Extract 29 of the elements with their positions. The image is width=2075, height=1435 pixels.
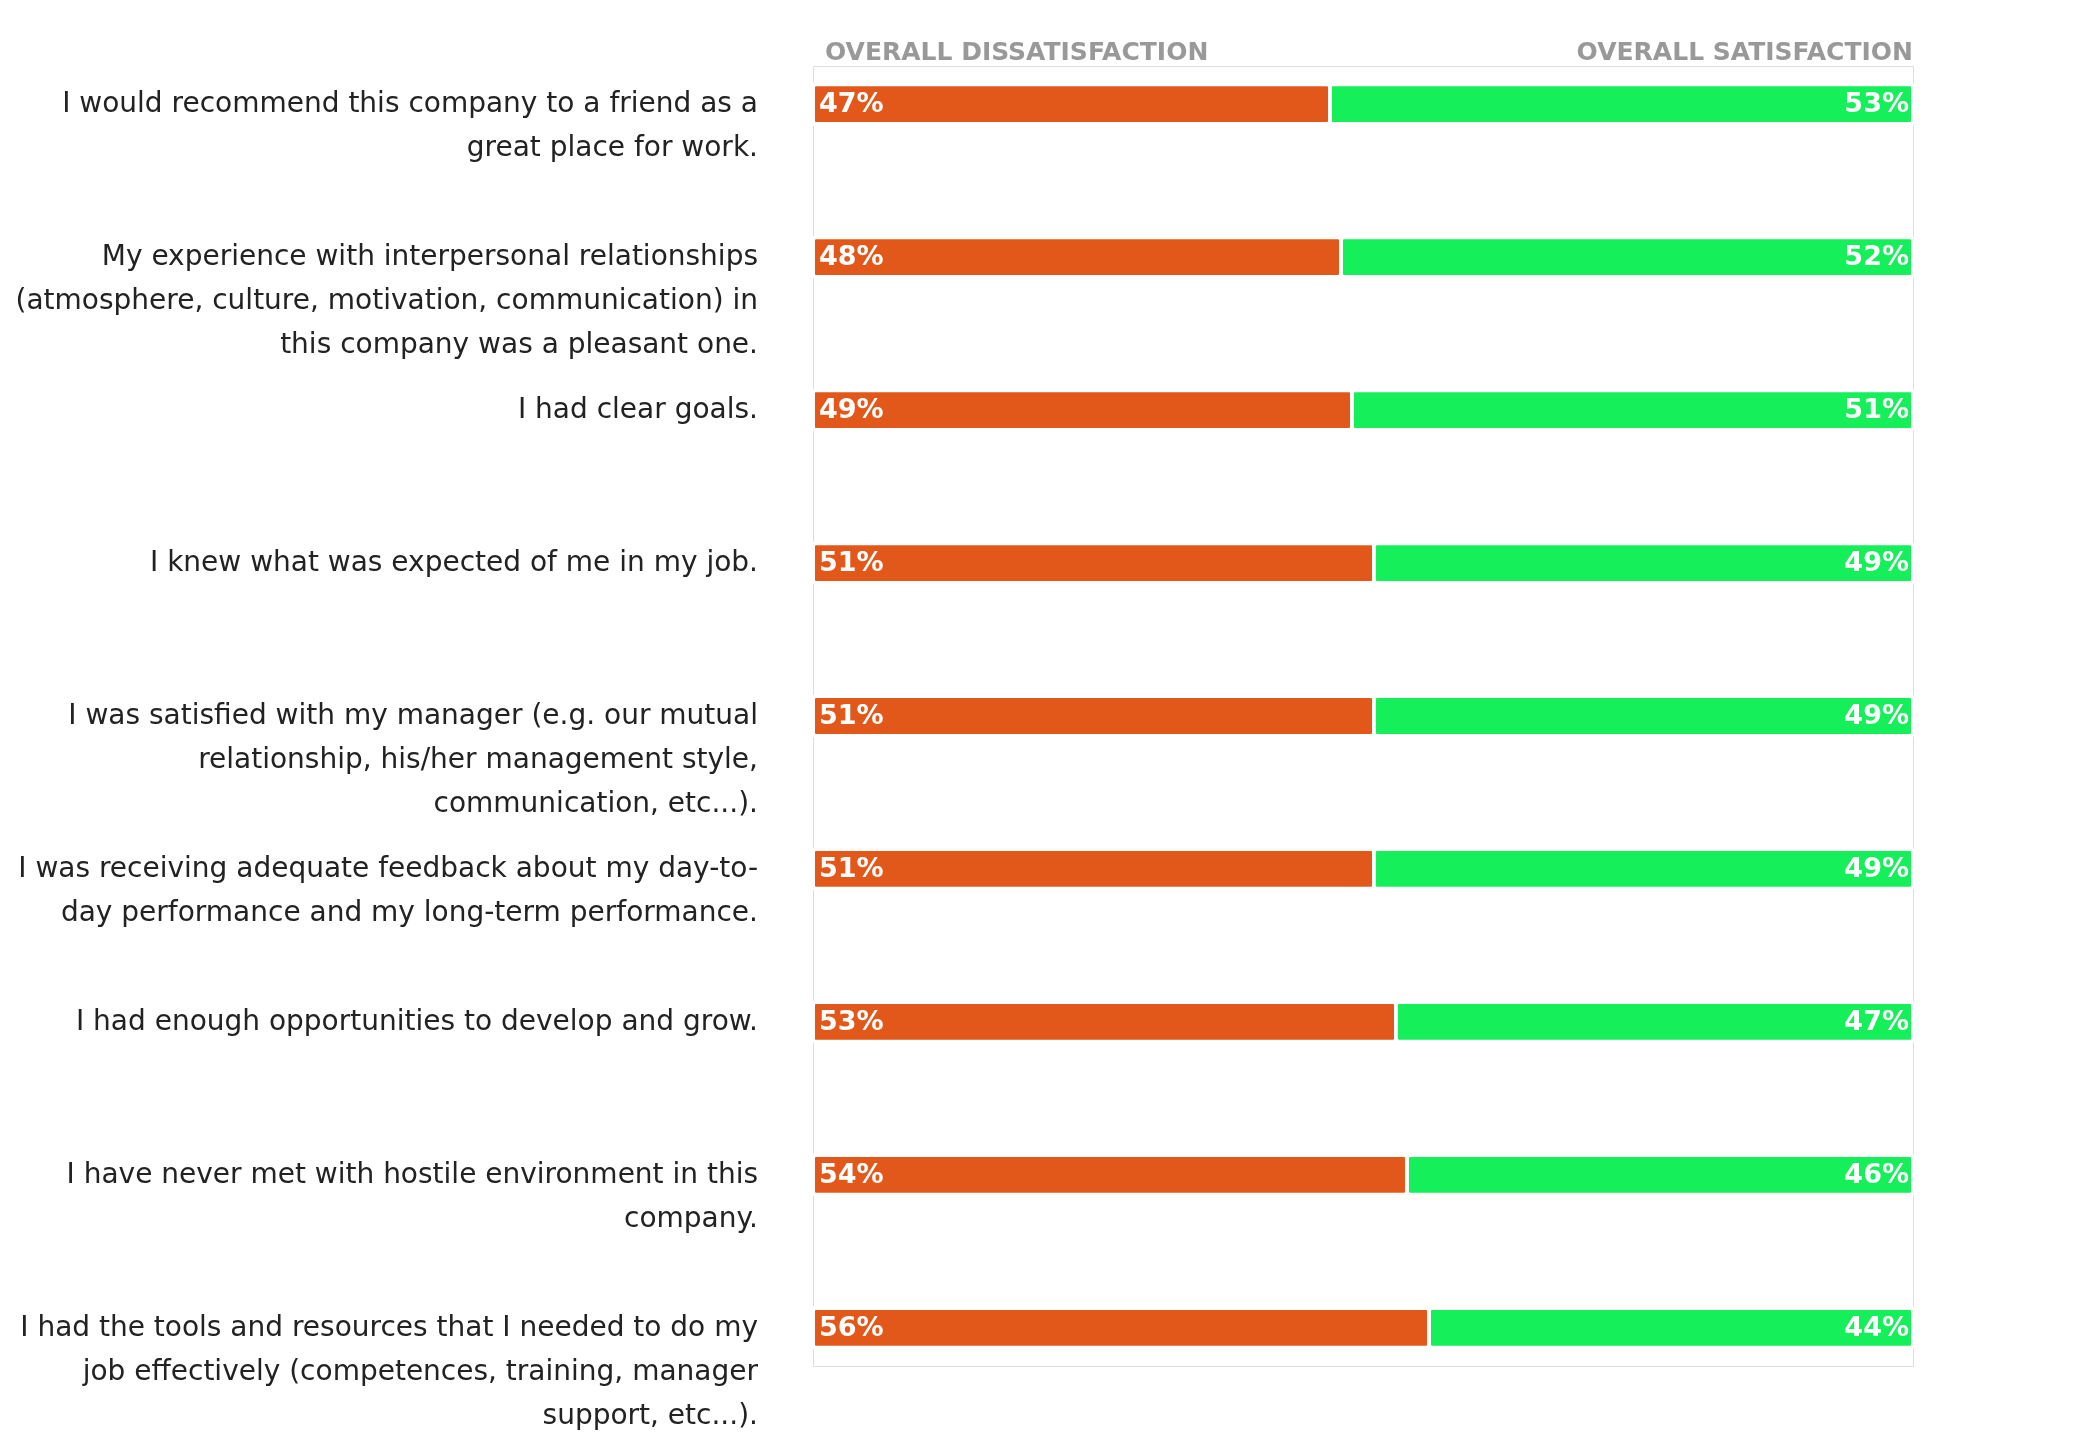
data-label: 49% — [1844, 546, 1909, 578]
series-label: OVERALL SATISFACTION — [1576, 37, 1913, 66]
data-label: 53% — [1844, 87, 1909, 119]
y-tick-label: I have never met with hostile environment in this company. — [66, 1156, 758, 1234]
y-tick-label: I was receiving adequate feedback about my day-to-day performance and my long-term performance. — [18, 850, 758, 928]
data-label: 44% — [1844, 1310, 1909, 1342]
series-label: OVERALL DISSATISFACTION — [825, 37, 1209, 66]
data-label: 47% — [819, 87, 884, 119]
data-label: 49% — [819, 393, 884, 425]
data-label: 51% — [1844, 393, 1909, 425]
y-tick-label: I had clear goals. — [517, 392, 758, 426]
data-label: 46% — [1844, 1157, 1909, 1189]
data-label: 51% — [819, 699, 884, 730]
y-tick-label: I knew what was expected of me in my job. — [149, 545, 758, 579]
y-tick-label: I had enough opportunities to develop and grow. — [75, 1003, 758, 1037]
data-label: 52% — [1844, 240, 1909, 272]
data-label: 53% — [819, 1004, 884, 1036]
y-tick-label: I had the tools and resources that I needed to do my job effectively (competences, training, manager support, etc...). — [20, 1309, 759, 1431]
data-label: 49% — [1844, 851, 1909, 883]
y-tick-label: I would recommend this company to a friend as a great place for work. — [62, 86, 758, 164]
y-tick-label: My experience with interpersonal relationships (atmosphere, culture, motivation, communication) in this company was a pleasant one. — [15, 239, 758, 361]
data-label: 51% — [819, 546, 884, 578]
data-label: 54% — [819, 1157, 884, 1189]
data-label: 49% — [1844, 699, 1909, 730]
data-label: 48% — [819, 240, 884, 272]
data-label: 47% — [1844, 1004, 1909, 1036]
data-label: 51% — [819, 851, 884, 883]
y-tick-label: I was satisfied with my manager (e.g. our mutual relationship, his/her management style, communication, etc...). — [68, 698, 758, 819]
data-label: 56% — [819, 1310, 884, 1342]
